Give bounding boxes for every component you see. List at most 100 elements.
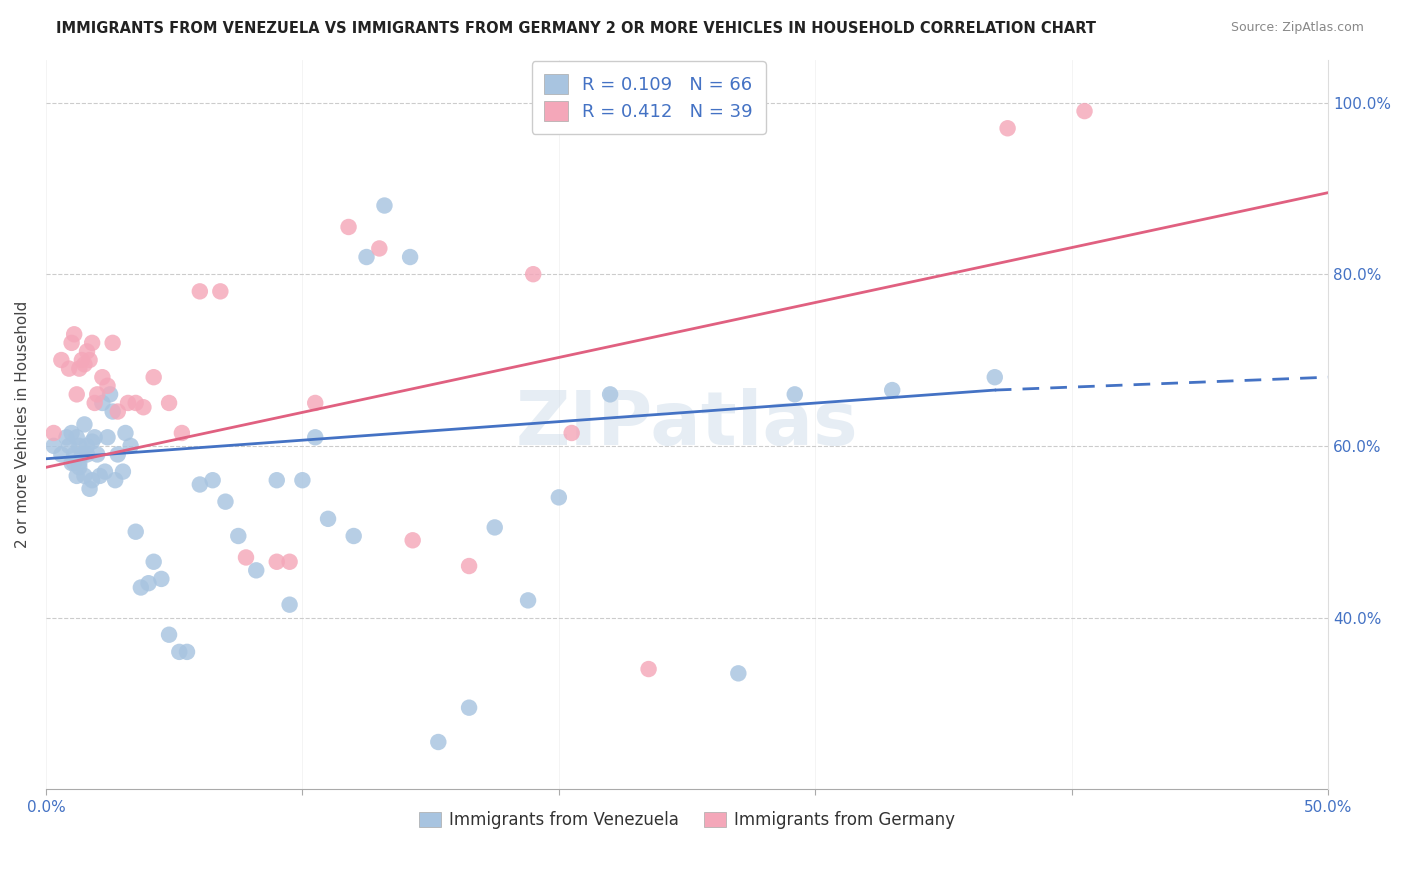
Point: [984, 370, 1007, 384]
Point: [727, 666, 749, 681]
Point: [316, 512, 339, 526]
Point: [86, 387, 108, 401]
Point: [63, 327, 86, 342]
Point: [1073, 104, 1095, 119]
Point: [82, 434, 104, 449]
Point: [402, 533, 425, 548]
Point: [142, 370, 165, 384]
Point: [188, 477, 211, 491]
Legend: Immigrants from Venezuela, Immigrants from Germany: Immigrants from Venezuela, Immigrants fr…: [412, 805, 962, 836]
Point: [96, 378, 118, 392]
Point: [599, 387, 621, 401]
Point: [343, 529, 366, 543]
Point: [107, 404, 129, 418]
Point: [142, 555, 165, 569]
Point: [98, 387, 121, 401]
Point: [67, 456, 90, 470]
Point: [114, 425, 136, 440]
Point: [79, 353, 101, 368]
Point: [997, 121, 1019, 136]
Point: [42, 425, 65, 440]
Point: [70, 353, 93, 368]
Point: [427, 735, 450, 749]
Point: [235, 550, 257, 565]
Text: IMMIGRANTS FROM VENEZUELA VS IMMIGRANTS FROM GERMANY 2 OR MORE VEHICLES IN HOUSE: IMMIGRANTS FROM VENEZUELA VS IMMIGRANTS …: [56, 21, 1097, 36]
Point: [150, 572, 173, 586]
Point: [226, 529, 249, 543]
Point: [125, 396, 148, 410]
Point: [399, 250, 422, 264]
Point: [55, 430, 77, 444]
Point: [76, 447, 98, 461]
Point: [266, 555, 288, 569]
Point: [368, 242, 391, 256]
Point: [484, 520, 506, 534]
Point: [73, 357, 96, 371]
Point: [783, 387, 806, 401]
Point: [42, 439, 65, 453]
Point: [83, 430, 105, 444]
Text: ZIPatlas: ZIPatlas: [516, 388, 859, 461]
Point: [91, 396, 114, 410]
Point: [291, 473, 314, 487]
Point: [89, 469, 111, 483]
Point: [522, 267, 544, 281]
Point: [70, 447, 93, 461]
Point: [60, 335, 83, 350]
Point: [245, 563, 267, 577]
Point: [67, 460, 90, 475]
Point: [337, 219, 360, 234]
Point: [637, 662, 659, 676]
Point: [138, 576, 160, 591]
Point: [91, 370, 114, 384]
Point: [96, 430, 118, 444]
Point: [107, 447, 129, 461]
Point: [66, 430, 89, 444]
Point: [214, 494, 236, 508]
Point: [76, 439, 98, 453]
Point: [82, 473, 104, 487]
Point: [458, 559, 481, 574]
Point: [101, 404, 124, 418]
Point: [58, 439, 80, 453]
Point: [83, 396, 105, 410]
Point: [132, 401, 155, 415]
Point: [51, 353, 73, 368]
Point: [120, 439, 142, 453]
Point: [176, 645, 198, 659]
Point: [209, 285, 232, 299]
Point: [76, 344, 98, 359]
Point: [73, 469, 96, 483]
Point: [266, 473, 288, 487]
Point: [882, 383, 904, 397]
Point: [67, 361, 90, 376]
Point: [73, 417, 96, 432]
Point: [304, 430, 326, 444]
Point: [60, 425, 83, 440]
Point: [517, 593, 540, 607]
Point: [101, 335, 124, 350]
Point: [458, 700, 481, 714]
Point: [94, 465, 117, 479]
Point: [63, 447, 86, 461]
Point: [58, 361, 80, 376]
Point: [547, 491, 569, 505]
Point: [66, 469, 89, 483]
Point: [82, 335, 104, 350]
Y-axis label: 2 or more Vehicles in Household: 2 or more Vehicles in Household: [15, 301, 30, 548]
Point: [125, 524, 148, 539]
Point: [79, 482, 101, 496]
Point: [51, 447, 73, 461]
Point: [104, 473, 127, 487]
Point: [117, 396, 139, 410]
Point: [66, 387, 89, 401]
Point: [169, 645, 191, 659]
Point: [561, 425, 583, 440]
Point: [111, 465, 134, 479]
Point: [373, 198, 395, 212]
Text: Source: ZipAtlas.com: Source: ZipAtlas.com: [1230, 21, 1364, 34]
Point: [201, 473, 224, 487]
Point: [67, 439, 90, 453]
Point: [157, 396, 180, 410]
Point: [86, 447, 108, 461]
